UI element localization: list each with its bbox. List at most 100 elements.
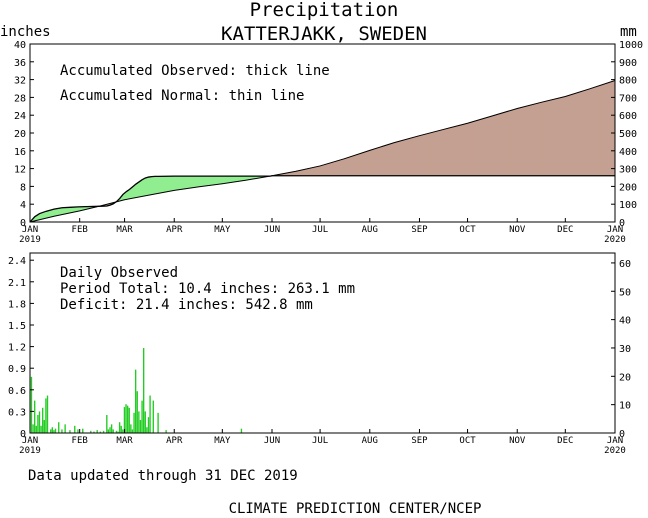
month-tick-label: APR [166, 225, 183, 235]
daily-precip-bar [64, 424, 66, 433]
left-tick-label: 36 [14, 58, 26, 69]
month-tick-label: JUL [312, 436, 328, 446]
left-tick-label: 4 [20, 200, 26, 211]
daily-precip-bar [240, 428, 243, 433]
daily-precip-bar [82, 428, 84, 433]
daily-precip-bar [96, 430, 98, 433]
daily-precip-bar [45, 398, 47, 433]
daily-precip-bar [138, 411, 140, 433]
daily-precip-bar [142, 348, 145, 433]
month-tick-label: JAN [22, 225, 38, 235]
daily-precip-bar [53, 430, 55, 433]
daily-precip-bar [157, 412, 159, 433]
right-tick-label: 1000 [619, 40, 643, 51]
month-tick-label: SEP [411, 225, 428, 235]
month-tick-label: NOV [509, 436, 526, 446]
daily-precip-bar [46, 395, 49, 433]
month-tick-label: SEP [411, 436, 428, 446]
right-tick-label: 800 [619, 76, 637, 87]
right-tick-label: 400 [619, 147, 637, 158]
right-tick-label: 0 [619, 429, 625, 440]
daily-precip-bar [99, 431, 102, 433]
month-tick-label: AUG [362, 225, 378, 235]
daily-label: Daily Observed [60, 265, 178, 281]
left-tick-label: 40 [14, 40, 26, 51]
bottom-axis-ticks: 0 0.3 0.6 0.9 1.2 1.5 1.8 2.1 2.4 0 10 20 30 40 50 60 JA… [8, 256, 631, 456]
daily-precip-bar [109, 427, 111, 433]
daily-precip-bar [125, 404, 127, 433]
start-year-label: 2019 [19, 446, 41, 456]
chart-title: Precipitation [250, 0, 399, 21]
left-tick-label: 24 [14, 111, 26, 122]
right-tick-label: 30 [619, 344, 631, 355]
left-tick-label: 1.2 [8, 343, 26, 354]
daily-precip-bar [74, 425, 76, 433]
daily-precip-bar [141, 400, 143, 433]
daily-precip-bar [146, 427, 148, 433]
period-total: Period Total: 10.4 inches: 263.1 mm [60, 281, 355, 297]
daily-precip-bar [144, 411, 146, 433]
right-tick-label: 60 [619, 259, 631, 270]
end-year-label: 2020 [604, 446, 626, 456]
daily-precip-bar [40, 425, 42, 433]
month-tick-label: NOV [509, 225, 526, 235]
left-tick-label: 12 [14, 165, 26, 176]
left-tick-label: 20 [14, 129, 26, 140]
daily-precip-bar [51, 427, 53, 433]
daily-precip-bar [93, 431, 95, 433]
left-tick-label: 1.8 [8, 299, 26, 310]
month-tick-label: JAN [607, 225, 623, 235]
daily-precip-bar [37, 415, 39, 433]
daily-precip-bar [107, 429, 110, 433]
left-tick-label: 2.1 [8, 278, 26, 289]
right-tick-label: 600 [619, 111, 637, 122]
left-tick-label: 2.4 [8, 256, 26, 267]
daily-precip-bar [69, 430, 71, 433]
month-tick-label: OCT [459, 436, 476, 446]
daily-precip-bar [32, 424, 34, 433]
daily-bar-layer [30, 348, 243, 433]
right-tick-label: 200 [619, 182, 637, 193]
daily-precip-bar [54, 428, 57, 433]
daily-precip-bar [133, 412, 135, 433]
right-tick-label: 10 [619, 401, 631, 412]
daily-precip-bar [147, 417, 150, 433]
daily-precip-bar [43, 420, 45, 433]
daily-precip-bar [112, 429, 114, 433]
daily-precip-bar [115, 430, 118, 433]
month-tick-label: JUL [312, 225, 328, 235]
daily-precip-bar [50, 429, 52, 433]
daily-precip-bar [134, 369, 137, 433]
month-tick-label: DEC [557, 436, 573, 446]
daily-precip-bar [58, 422, 60, 433]
right-tick-label: 50 [619, 287, 631, 298]
left-tick-label: 28 [14, 93, 26, 104]
daily-precip-bar [152, 400, 154, 433]
observed-accumulated-line [29, 175, 615, 223]
right-tick-label: 700 [619, 93, 637, 104]
right-tick-label: 300 [619, 165, 637, 176]
right-tick-label: 100 [619, 200, 637, 211]
right-tick-label: 20 [619, 372, 631, 383]
daily-precip-bar [122, 429, 124, 433]
month-tick-label: APR [166, 436, 183, 446]
left-tick-label: 16 [14, 147, 26, 158]
daily-precip-bar [106, 415, 108, 433]
update-note: Data updated through 31 DEC 2019 [28, 468, 298, 484]
month-tick-label: JAN [22, 436, 38, 446]
accumulated-line-layer [29, 80, 616, 223]
month-tick-label: MAR [116, 225, 133, 235]
month-tick-label: JUN [264, 436, 280, 446]
daily-precip-bar [120, 425, 122, 433]
month-tick-label: MAR [116, 436, 133, 446]
top-left-unit: inches [0, 24, 51, 40]
deficit-summary: Deficit: 21.4 inches: 542.8 mm [60, 297, 313, 313]
daily-precip-bar [38, 411, 41, 433]
daily-precip-bar [77, 429, 79, 433]
month-tick-label: MAY [214, 225, 231, 235]
daily-precip-bar [61, 429, 63, 433]
month-tick-label: MAY [214, 436, 231, 446]
daily-precip-bar [131, 429, 134, 433]
top-right-unit: mm [620, 24, 637, 40]
